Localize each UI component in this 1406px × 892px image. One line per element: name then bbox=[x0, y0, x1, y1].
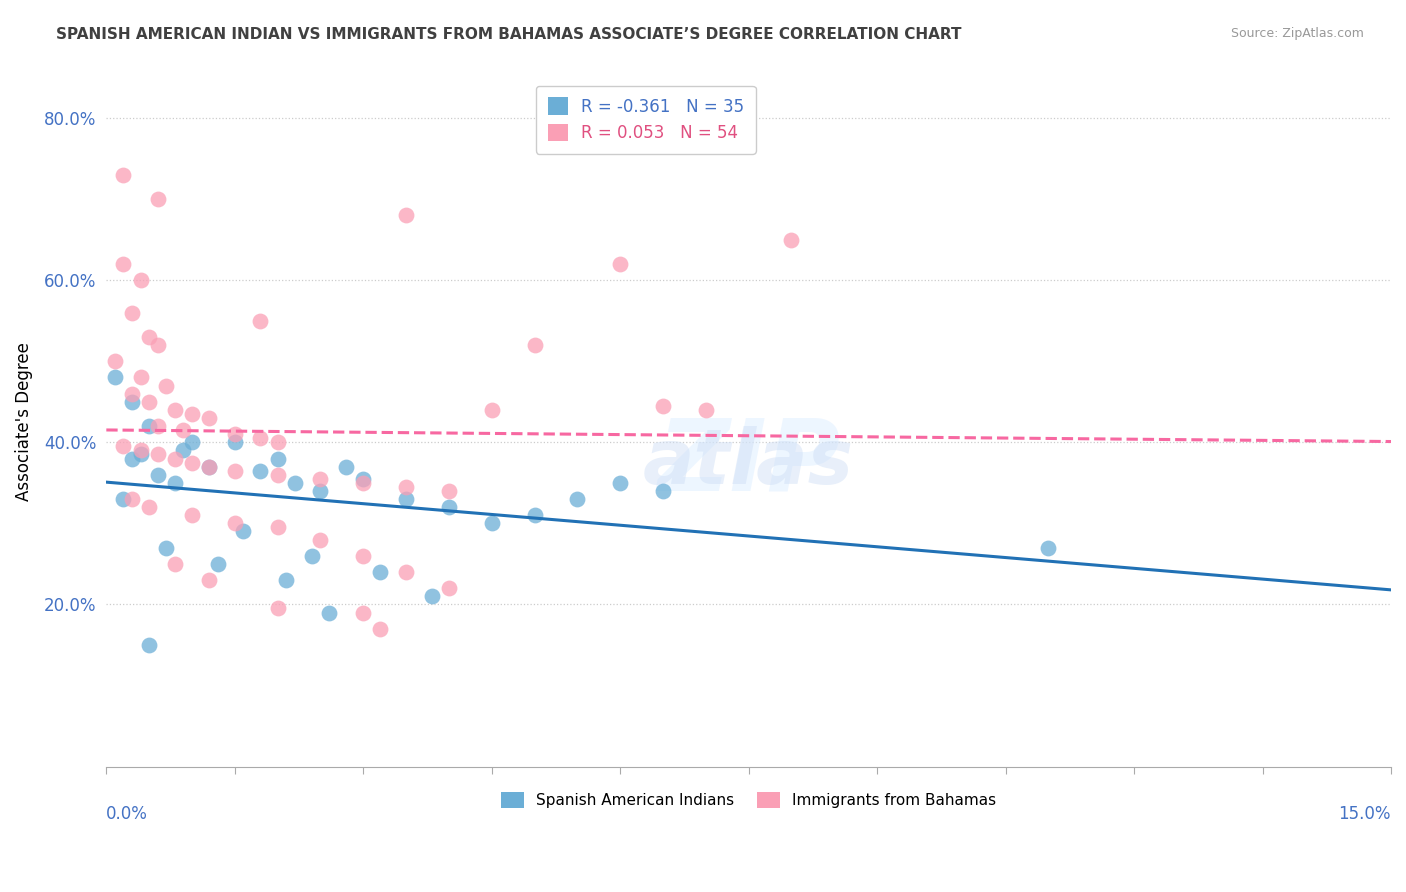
Point bbox=[266, 435, 288, 450]
Point bbox=[266, 467, 288, 482]
Point bbox=[224, 435, 246, 450]
Text: SPANISH AMERICAN INDIAN VS IMMIGRANTS FROM BAHAMAS ASSOCIATE’S DEGREE CORRELATIO: SPANISH AMERICAN INDIAN VS IMMIGRANTS FR… bbox=[56, 27, 962, 42]
Point bbox=[198, 411, 221, 425]
Text: atlas: atlas bbox=[643, 426, 855, 500]
Point bbox=[121, 386, 143, 401]
Point bbox=[138, 330, 160, 344]
Point bbox=[609, 475, 631, 490]
Point bbox=[138, 419, 160, 434]
Point bbox=[121, 305, 143, 319]
Point bbox=[652, 483, 675, 498]
Point bbox=[155, 378, 177, 392]
Point bbox=[181, 456, 204, 470]
Point bbox=[352, 472, 374, 486]
Point bbox=[121, 491, 143, 506]
Point bbox=[523, 508, 546, 523]
Point bbox=[104, 370, 127, 384]
Point bbox=[309, 472, 332, 486]
Point bbox=[420, 590, 443, 604]
Y-axis label: Associate's Degree: Associate's Degree bbox=[15, 343, 32, 501]
Point bbox=[181, 508, 204, 523]
Point bbox=[352, 606, 374, 620]
Point bbox=[318, 606, 340, 620]
Point bbox=[129, 443, 152, 458]
Text: ZIP: ZIP bbox=[657, 415, 841, 512]
Point bbox=[129, 447, 152, 461]
Point bbox=[224, 427, 246, 442]
Point bbox=[146, 192, 169, 206]
Point bbox=[395, 565, 418, 579]
Point bbox=[112, 168, 135, 182]
Point bbox=[198, 573, 221, 587]
Point bbox=[112, 257, 135, 271]
Point bbox=[224, 516, 246, 531]
Point bbox=[395, 208, 418, 222]
Point bbox=[249, 431, 271, 445]
Text: Source: ZipAtlas.com: Source: ZipAtlas.com bbox=[1230, 27, 1364, 40]
Point bbox=[1038, 541, 1060, 555]
Point bbox=[138, 394, 160, 409]
Point bbox=[163, 451, 186, 466]
Point bbox=[395, 480, 418, 494]
Point bbox=[163, 557, 186, 571]
Point bbox=[567, 491, 589, 506]
Point bbox=[309, 483, 332, 498]
Point bbox=[352, 549, 374, 563]
Point bbox=[523, 338, 546, 352]
Point bbox=[437, 581, 460, 595]
Legend: Spanish American Indians, Immigrants from Bahamas: Spanish American Indians, Immigrants fro… bbox=[495, 786, 1002, 814]
Point bbox=[163, 475, 186, 490]
Point bbox=[163, 402, 186, 417]
Point bbox=[207, 557, 229, 571]
Point bbox=[284, 475, 307, 490]
Point bbox=[437, 483, 460, 498]
Point bbox=[112, 491, 135, 506]
Point bbox=[129, 273, 152, 287]
Point bbox=[146, 447, 169, 461]
Point bbox=[695, 402, 717, 417]
Point bbox=[138, 638, 160, 652]
Point bbox=[352, 475, 374, 490]
Point bbox=[301, 549, 323, 563]
Point bbox=[129, 370, 152, 384]
Point bbox=[138, 500, 160, 515]
Point bbox=[146, 467, 169, 482]
Point bbox=[181, 435, 204, 450]
Text: 15.0%: 15.0% bbox=[1339, 805, 1391, 823]
Point bbox=[780, 233, 803, 247]
Point bbox=[181, 407, 204, 421]
Point bbox=[370, 622, 392, 636]
Point bbox=[198, 459, 221, 474]
Point bbox=[266, 451, 288, 466]
Point bbox=[104, 354, 127, 368]
Point bbox=[609, 257, 631, 271]
Point bbox=[652, 399, 675, 413]
Point bbox=[249, 313, 271, 327]
Point bbox=[224, 464, 246, 478]
Point bbox=[121, 451, 143, 466]
Point bbox=[309, 533, 332, 547]
Point bbox=[155, 541, 177, 555]
Point bbox=[146, 419, 169, 434]
Point bbox=[172, 443, 194, 458]
Point bbox=[266, 601, 288, 615]
Point bbox=[249, 464, 271, 478]
Point bbox=[146, 338, 169, 352]
Point bbox=[481, 402, 503, 417]
Point bbox=[232, 524, 254, 539]
Point bbox=[112, 439, 135, 453]
Point bbox=[481, 516, 503, 531]
Point bbox=[437, 500, 460, 515]
Point bbox=[121, 394, 143, 409]
Point bbox=[335, 459, 357, 474]
Point bbox=[172, 423, 194, 437]
Point bbox=[276, 573, 298, 587]
Point bbox=[198, 459, 221, 474]
Point bbox=[370, 565, 392, 579]
Point bbox=[395, 491, 418, 506]
Text: 0.0%: 0.0% bbox=[107, 805, 148, 823]
Point bbox=[266, 520, 288, 534]
